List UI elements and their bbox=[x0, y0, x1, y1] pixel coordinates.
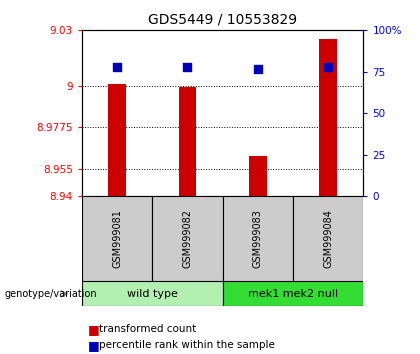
Bar bbox=[82, 196, 152, 281]
Text: percentile rank within the sample: percentile rank within the sample bbox=[99, 340, 275, 350]
Point bbox=[184, 64, 191, 70]
Text: ■: ■ bbox=[88, 339, 100, 352]
Point bbox=[255, 66, 261, 72]
Title: GDS5449 / 10553829: GDS5449 / 10553829 bbox=[148, 12, 297, 26]
Text: GSM999081: GSM999081 bbox=[112, 210, 122, 268]
Bar bbox=[82, 281, 223, 306]
Point bbox=[114, 64, 121, 70]
Bar bbox=[249, 156, 267, 196]
Bar bbox=[223, 196, 293, 281]
Bar bbox=[223, 281, 363, 306]
Text: mek1 mek2 null: mek1 mek2 null bbox=[248, 289, 338, 299]
Bar bbox=[108, 84, 126, 196]
Text: GSM999083: GSM999083 bbox=[253, 210, 263, 268]
Bar bbox=[293, 196, 363, 281]
Text: ■: ■ bbox=[88, 323, 100, 336]
Text: genotype/variation: genotype/variation bbox=[4, 289, 97, 299]
Bar bbox=[178, 87, 196, 196]
Text: wild type: wild type bbox=[127, 289, 178, 299]
Text: GSM999082: GSM999082 bbox=[182, 210, 192, 268]
Text: GSM999084: GSM999084 bbox=[323, 210, 333, 268]
Point bbox=[325, 64, 331, 70]
Text: transformed count: transformed count bbox=[99, 324, 196, 334]
Bar bbox=[152, 196, 223, 281]
Bar bbox=[319, 39, 337, 196]
